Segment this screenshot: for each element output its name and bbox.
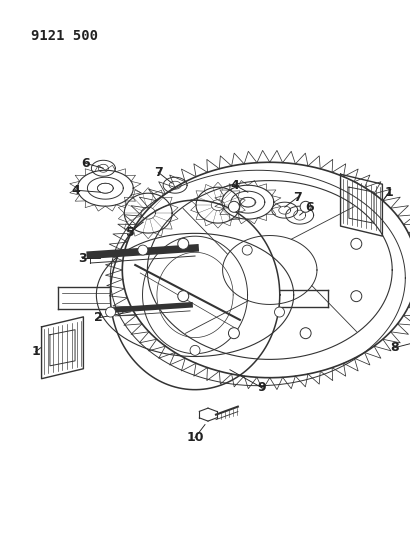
Circle shape: [106, 307, 115, 317]
Text: 1: 1: [31, 345, 40, 358]
Circle shape: [351, 290, 362, 302]
Text: 1: 1: [385, 185, 394, 199]
Text: 4: 4: [71, 184, 80, 197]
Text: 5: 5: [126, 225, 135, 239]
Text: 2: 2: [94, 311, 103, 325]
Circle shape: [178, 238, 189, 249]
Circle shape: [178, 290, 189, 302]
Text: 8: 8: [390, 341, 399, 354]
Text: 9121 500: 9121 500: [30, 29, 97, 43]
Circle shape: [300, 201, 311, 212]
Text: 6: 6: [81, 157, 90, 170]
Circle shape: [229, 201, 240, 212]
Text: 3: 3: [78, 252, 87, 264]
Circle shape: [190, 345, 200, 356]
Circle shape: [242, 245, 252, 255]
Circle shape: [138, 245, 148, 255]
Text: 9: 9: [258, 381, 266, 394]
Circle shape: [275, 307, 284, 317]
Text: 7: 7: [293, 191, 302, 204]
Circle shape: [300, 328, 311, 338]
Circle shape: [351, 238, 362, 249]
Text: 10: 10: [186, 431, 204, 444]
Text: 6: 6: [305, 200, 314, 214]
Text: 7: 7: [154, 166, 162, 179]
Circle shape: [229, 328, 240, 338]
Text: 4: 4: [231, 179, 239, 192]
